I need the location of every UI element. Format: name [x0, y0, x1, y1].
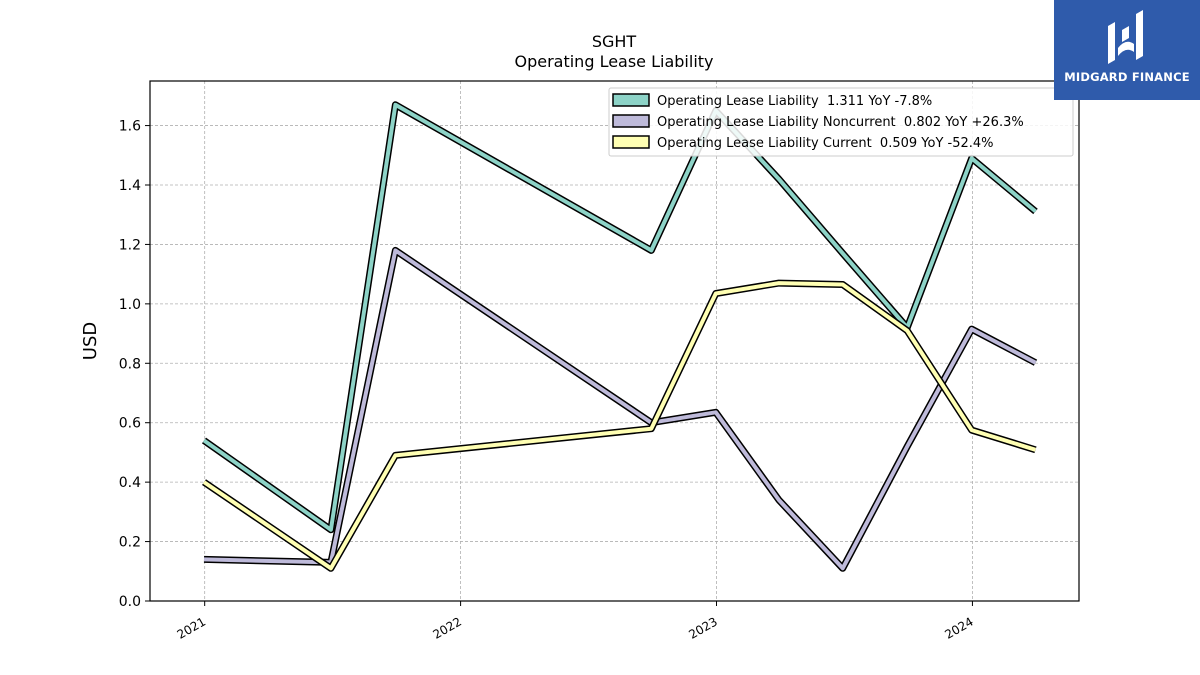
legend-label: Operating Lease Liability Noncurrent 0.8… — [657, 115, 1024, 130]
y-tick-label: 0.6 — [119, 416, 141, 432]
midgard-mark-icon — [1108, 10, 1143, 64]
series-line-stroke — [202, 281, 1037, 571]
y-axis: 0.0 0.2 0.4 0.6 0.8 1.0 1.2 1.4 1.6 — [119, 119, 150, 610]
y-axis-label: USD — [80, 322, 101, 360]
legend-entry: Operating Lease Liability Current 0.509 … — [612, 135, 994, 151]
y-tick-label: 1.4 — [119, 178, 141, 194]
legend-swatch — [612, 93, 650, 107]
x-tick-label: 2023 — [686, 614, 719, 641]
plot-area-frame — [149, 80, 1080, 602]
series-line-stroke — [202, 102, 1037, 532]
x-tick-label: 2022 — [431, 614, 464, 641]
x-axis: 2021 2022 2023 2024 — [175, 601, 976, 642]
legend-swatch — [612, 135, 650, 149]
series-line-stroke — [203, 248, 1037, 571]
legend-entry: Operating Lease Liability Noncurrent 0.8… — [612, 114, 1024, 130]
y-tick-label: 1.2 — [119, 237, 141, 253]
chart-subtitle: Operating Lease Liability — [514, 52, 713, 71]
series-line-outline — [203, 246, 1038, 572]
y-tick-label: 0.8 — [119, 356, 141, 372]
y-tick-label: 0.2 — [119, 535, 141, 551]
grid — [150, 81, 1079, 602]
x-tick-label: 2021 — [175, 614, 208, 641]
legend-box — [608, 87, 1074, 157]
legend-label: Operating Lease Liability 1.311 YoY -7.8… — [657, 94, 932, 109]
y-tick-label: 1.6 — [119, 119, 141, 135]
legend-label: Operating Lease Liability Current 0.509 … — [657, 136, 994, 151]
series-line — [201, 101, 1038, 534]
series-line — [202, 279, 1037, 572]
chart-title: SGHT — [592, 32, 637, 51]
y-tick-label: 1.0 — [119, 297, 141, 313]
x-tick-label: 2024 — [942, 614, 975, 641]
brand-logo: MIDGARD FINANCE — [1054, 0, 1200, 100]
series-line — [203, 246, 1038, 572]
y-tick-label: 0.0 — [119, 594, 141, 610]
legend: Operating Lease Liability 1.311 YoY -7.8… — [608, 87, 1074, 157]
y-tick-label: 0.4 — [119, 475, 141, 491]
legend-swatch — [612, 114, 650, 128]
series-layer — [201, 101, 1038, 572]
brand-name: MIDGARD FINANCE — [1064, 70, 1190, 84]
legend-entry: Operating Lease Liability 1.311 YoY -7.8… — [612, 93, 932, 109]
